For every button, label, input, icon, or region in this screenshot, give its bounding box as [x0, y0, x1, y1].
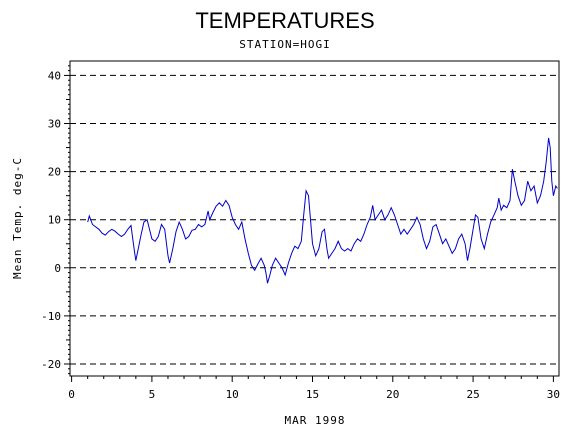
x-tick-label: 15 — [306, 388, 319, 401]
y-tick-label: 0 — [54, 262, 61, 275]
y-tick-label: 20 — [48, 166, 61, 179]
x-axis-label: MAR 1998 — [285, 414, 346, 427]
temperature-series-line — [87, 137, 558, 284]
x-tick-label: 20 — [386, 388, 399, 401]
x-tick-label: 30 — [547, 388, 560, 401]
chart-title: TEMPERATURES — [195, 8, 374, 33]
x-tick-label: 5 — [149, 388, 156, 401]
y-tick-label: -20 — [41, 358, 61, 371]
y-tick-label: 30 — [48, 118, 61, 131]
chart-subtitle: STATION=HOGI — [239, 38, 330, 51]
tick-labels: -20 -10 0 10 20 30 40 0 5 10 15 20 25 30 — [41, 69, 560, 401]
gridlines — [70, 74, 559, 365]
x-tick-label: 25 — [466, 388, 479, 401]
x-tick-label: 0 — [68, 388, 75, 401]
axes — [64, 60, 560, 382]
plot-frame — [69, 60, 560, 377]
y-tick-label: -10 — [41, 310, 61, 323]
x-tick-label: 10 — [226, 388, 239, 401]
series-layer — [87, 137, 558, 284]
y-tick-label: 10 — [48, 214, 61, 227]
y-tick-label: 40 — [48, 69, 61, 82]
y-axis-label: Mean Temp. deg-C — [11, 157, 24, 279]
